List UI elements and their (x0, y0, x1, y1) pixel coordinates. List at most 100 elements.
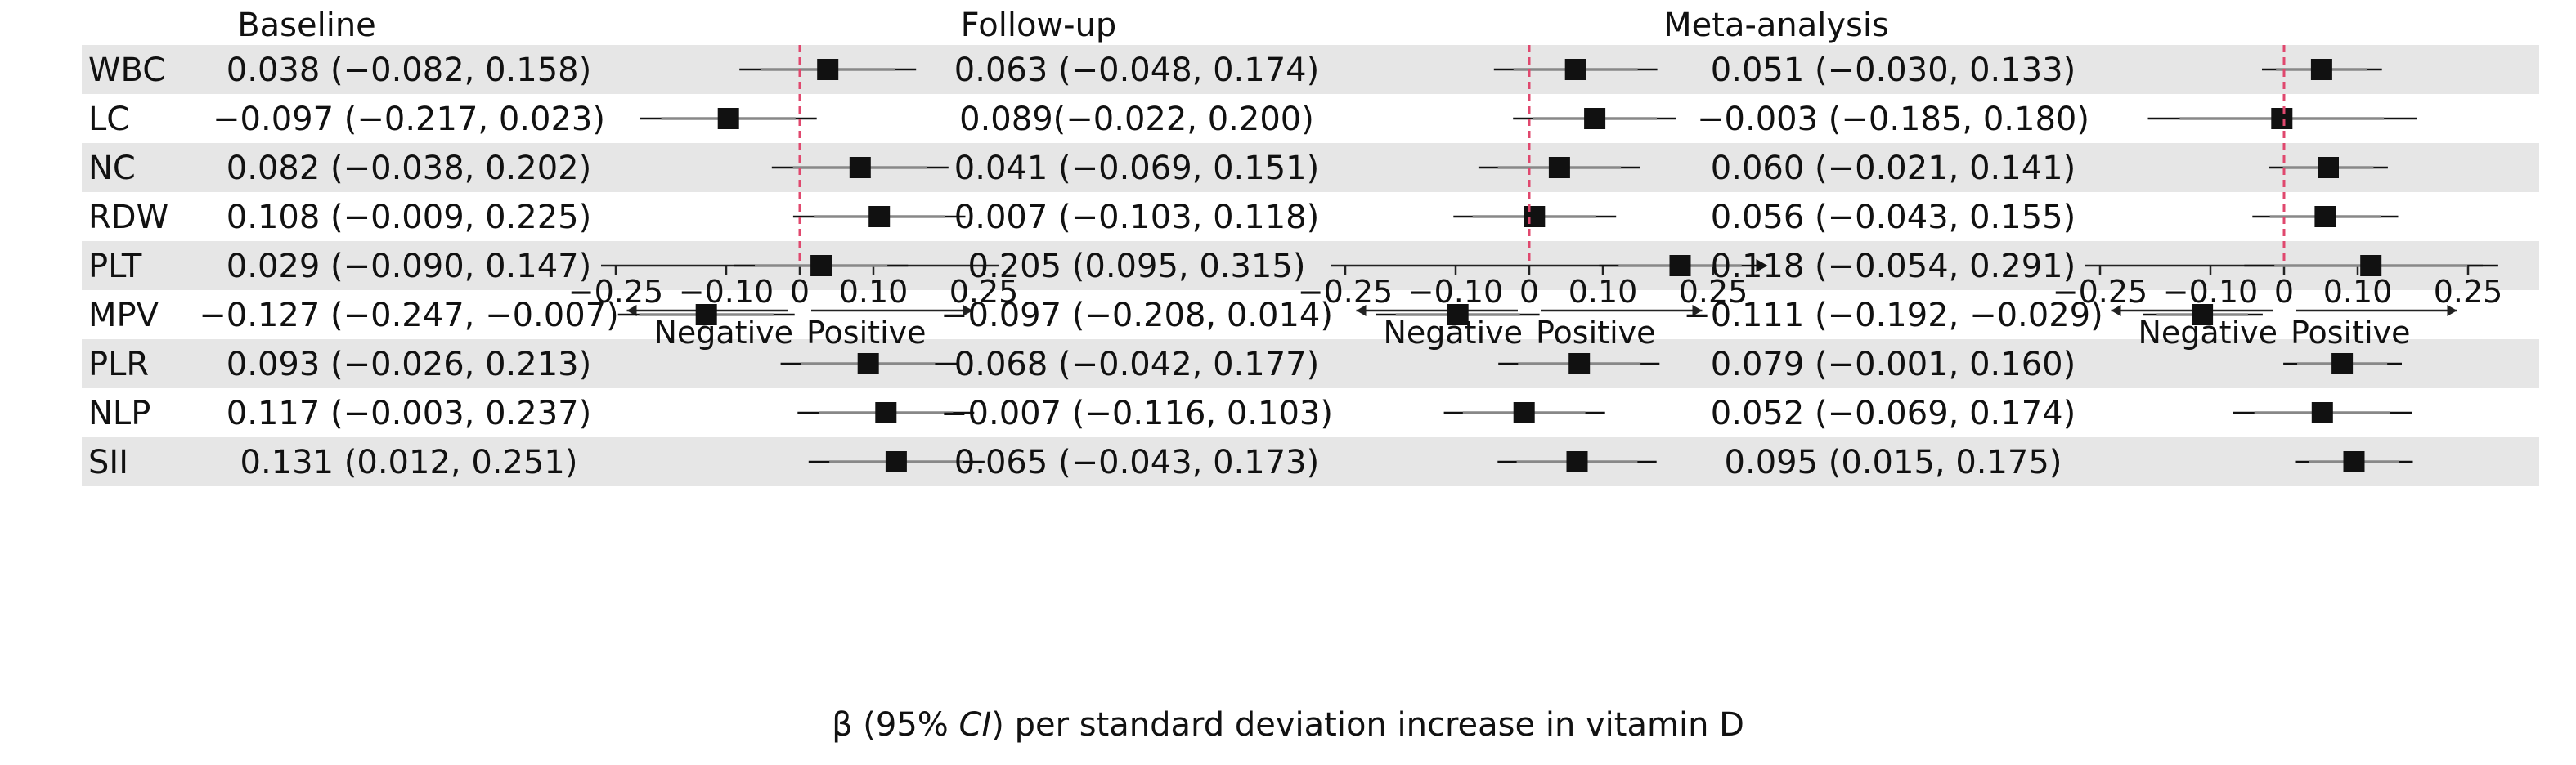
positive-arrowhead (963, 305, 973, 316)
negative-arrowhead (626, 305, 637, 316)
x-tick-label: −0.10 (1408, 274, 1503, 310)
row-plt: 0.118 (−0.054, 0.291) (1711, 248, 2498, 285)
point-estimate-plt (1669, 255, 1691, 276)
point-estimate-rdw (868, 206, 891, 227)
x-tick-label: −0.10 (2163, 274, 2258, 310)
estimate-text-nc: 0.041 (−0.069, 0.151) (954, 150, 1319, 187)
point-estimate-plr (2331, 353, 2354, 374)
row-sii: 0.131 (0.012, 0.251) (240, 444, 985, 481)
point-estimate-rdw (2314, 206, 2336, 227)
row-nc: 0.082 (−0.038, 0.202) (227, 150, 949, 187)
point-estimate-sii (1566, 451, 1588, 472)
estimate-text-rdw: 0.007 (−0.103, 0.118) (954, 199, 1319, 236)
row-stripes (82, 45, 2539, 486)
row-plr: 0.079 (−0.001, 0.160) (1711, 346, 2402, 383)
row-lc: −0.003 (−0.185, 0.180) (1697, 101, 2417, 138)
row-mpv: −0.127 (−0.247, −0.007) (199, 297, 795, 334)
row-nc: 0.060 (−0.021, 0.141) (1711, 150, 2388, 187)
row-rdw: 0.108 (−0.009, 0.225) (227, 199, 966, 236)
point-estimate-mpv (2192, 304, 2214, 325)
row-label-plr: PLR (88, 346, 149, 383)
estimate-text-lc: −0.097 (−0.217, 0.023) (213, 101, 605, 138)
point-estimate-nc (849, 157, 871, 178)
estimate-text-sii: 0.065 (−0.043, 0.173) (954, 444, 1319, 481)
point-estimate-wbc (817, 59, 839, 80)
row-label-sii: SII (88, 444, 128, 481)
row-stripe-plr (82, 339, 2539, 388)
point-estimate-nlp (875, 402, 897, 423)
positive-label: Positive (806, 315, 927, 351)
estimate-text-rdw: 0.056 (−0.043, 0.155) (1711, 199, 2076, 236)
row-stripe-sii (82, 437, 2539, 486)
row-label-mpv: MPV (88, 297, 159, 334)
row-sii: 0.095 (0.015, 0.175) (1725, 444, 2413, 481)
estimate-text-nlp: −0.007 (−0.116, 0.103) (940, 395, 1333, 432)
point-estimate-nc (1548, 157, 1570, 178)
estimate-text-rdw: 0.108 (−0.009, 0.225) (227, 199, 591, 236)
row-wbc: 0.063 (−0.048, 0.174) (954, 51, 1658, 89)
estimate-text-mpv: −0.111 (−0.192, −0.029) (1683, 297, 2103, 334)
row-labels: WBC LC NC RDW PLT MPV PLR NLP SII (88, 51, 168, 481)
row-stripe-wbc (82, 45, 2539, 94)
point-estimate-rdw (1524, 206, 1546, 227)
negative-arrowhead (2111, 305, 2121, 316)
point-estimate-lc (2271, 108, 2293, 129)
point-estimate-plr (1568, 353, 1591, 374)
point-estimate-lc (1584, 108, 1606, 129)
row-lc: 0.089(−0.022, 0.200) (959, 101, 1676, 138)
estimate-text-sii: 0.131 (0.012, 0.251) (240, 444, 578, 481)
x-tick-label: −0.10 (679, 274, 774, 310)
x-tick-label: 0.25 (1679, 274, 1748, 310)
estimate-text-plr: 0.068 (−0.042, 0.177) (954, 346, 1319, 383)
point-estimate-plr (857, 353, 879, 374)
estimate-text-nlp: 0.052 (−0.069, 0.174) (1711, 395, 2076, 432)
estimate-text-plt: 0.029 (−0.090, 0.147) (227, 248, 591, 285)
row-label-nlp: NLP (88, 395, 150, 432)
estimate-text-plt: 0.205 (0.095, 0.315) (968, 248, 1306, 285)
estimate-text-sii: 0.095 (0.015, 0.175) (1725, 444, 2062, 481)
x-tick-label: 0.10 (1568, 274, 1638, 310)
row-label-plt: PLT (88, 248, 142, 285)
x-tick-label: 0 (2274, 274, 2294, 310)
x-tick-label: 0.25 (2434, 274, 2503, 310)
row-plt: 0.029 (−0.090, 0.147) (227, 248, 909, 285)
row-plr: 0.093 (−0.026, 0.213) (227, 346, 957, 383)
positive-arrowhead (1692, 305, 1703, 316)
estimate-text-plr: 0.093 (−0.026, 0.213) (227, 346, 591, 383)
row-plt: 0.205 (0.095, 0.315) (968, 248, 1768, 285)
estimate-text-plt: 0.118 (−0.054, 0.291) (1711, 248, 2076, 285)
panel-title-meta-analysis: Meta-analysis (1663, 7, 1889, 44)
forest-panels: −0.25 −0.10 0 0.10 0.25 Negative Positive 0.038… (199, 45, 2502, 481)
point-estimate-wbc (1564, 59, 1586, 80)
estimate-text-mpv: −0.097 (−0.208, 0.014) (940, 297, 1333, 334)
point-estimate-sii (885, 451, 907, 472)
panel-baseline: −0.25 −0.10 0 0.10 0.25 Negative Positive 0.038… (199, 45, 1018, 481)
x-tick-label: 0 (790, 274, 810, 310)
row-label-nc: NC (88, 150, 136, 187)
x-tick-label: 0.10 (2323, 274, 2393, 310)
x-tick-label: −0.25 (568, 274, 663, 310)
point-estimate-wbc (2310, 59, 2332, 80)
x-tick-label: −0.25 (1298, 274, 1393, 310)
estimate-text-wbc: 0.063 (−0.048, 0.174) (954, 51, 1319, 89)
negative-label: Negative (653, 315, 793, 351)
row-lc: −0.097 (−0.217, 0.023) (213, 101, 817, 138)
row-nc: 0.041 (−0.069, 0.151) (954, 150, 1640, 187)
row-nlp: −0.007 (−0.116, 0.103) (940, 395, 1605, 432)
row-mpv: −0.111 (−0.192, −0.029) (1683, 297, 2263, 334)
estimate-text-mpv: −0.127 (−0.247, −0.007) (199, 297, 618, 334)
panel-title-baseline: Baseline (237, 7, 376, 44)
row-wbc: 0.038 (−0.082, 0.158) (227, 51, 917, 89)
estimate-text-lc: 0.089(−0.022, 0.200) (959, 101, 1314, 138)
row-stripe-nc (82, 143, 2539, 192)
row-rdw: 0.056 (−0.043, 0.155) (1711, 199, 2399, 236)
positive-arrowhead (2447, 305, 2457, 316)
point-estimate-nc (2318, 157, 2339, 178)
panel-titles: Baseline Follow-up Meta-analysis (237, 7, 1889, 44)
row-wbc: 0.051 (−0.030, 0.133) (1711, 51, 2382, 89)
row-label-wbc: WBC (88, 51, 165, 89)
row-mpv: −0.097 (−0.208, 0.014) (940, 297, 1540, 334)
